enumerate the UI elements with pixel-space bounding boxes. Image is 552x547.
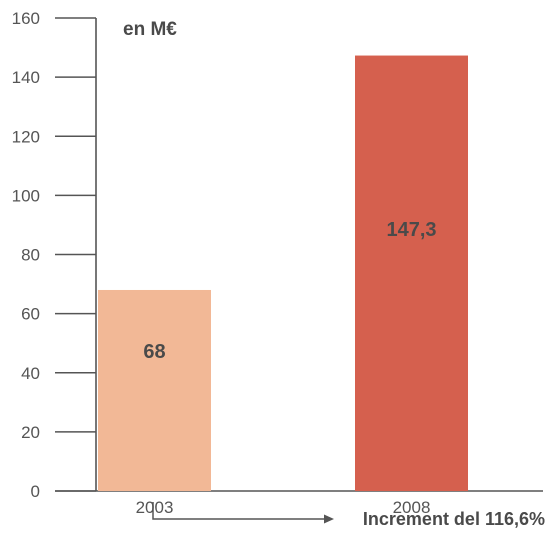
increment-arrow	[152, 502, 326, 520]
y-tick-label: 0	[31, 482, 40, 501]
x-tick-label: 2003	[136, 498, 174, 517]
unit-label: en M€	[123, 19, 177, 40]
data-labels: 68 147,3	[143, 219, 436, 363]
y-tick-label: 80	[21, 246, 40, 265]
y-tick-label: 20	[21, 423, 40, 442]
x-tick-label: 2008	[393, 498, 431, 517]
increment-annotation: Increment del 116,6%	[152, 502, 545, 529]
bar-2008	[355, 55, 468, 492]
x-axis-labels: 2003 2008	[136, 498, 431, 517]
increment-label: Increment del 116,6%	[363, 509, 545, 529]
bars	[98, 55, 468, 492]
data-label: 147,3	[386, 219, 436, 241]
data-label: 68	[143, 341, 165, 363]
y-tick-label: 140	[12, 68, 40, 87]
y-tick-label: 120	[12, 127, 40, 146]
y-tick-label: 60	[21, 305, 40, 324]
y-tick-label: 160	[12, 9, 40, 28]
y-tick-label: 100	[12, 186, 40, 205]
y-tick-label: 40	[21, 364, 40, 383]
bar-2003	[98, 289, 211, 491]
y-axis-ticks: 0 20 40 60 80 100 120 140 160	[12, 9, 96, 501]
arrowhead-icon	[324, 514, 334, 524]
